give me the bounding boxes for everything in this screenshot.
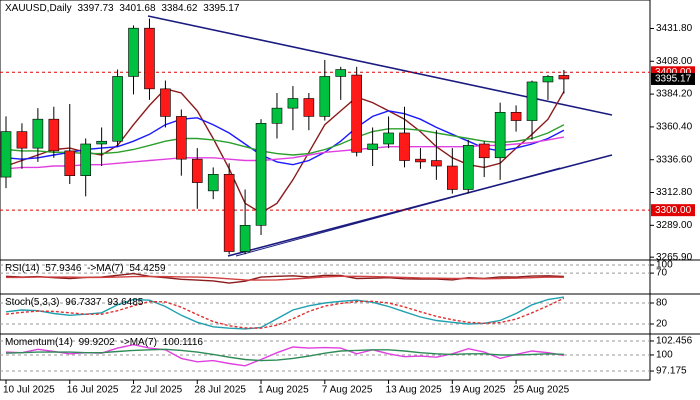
candle-body [144,27,155,90]
series-name: RSI(14) [5,263,40,274]
x-tick-label: 13 Aug 2025 [386,385,443,396]
candle-body [510,111,522,121]
candle-body [160,88,171,117]
y-tick-label: 20 [656,319,668,330]
level-label: 3400.00 [655,67,692,78]
series-value: 54.4259 [129,263,166,274]
candle-body [542,76,554,83]
x-tick-label: 22 Jul 2025 [131,385,183,396]
main-header: XAUUSD,Daily 3397.73 3401.68 3384.62 339… [5,3,242,14]
candle-body [0,131,12,178]
y-tick-label: 70 [656,268,668,279]
series-value: 93.6485 [107,297,144,308]
candle-body [351,74,362,153]
candle-body [447,165,458,190]
candle-body [462,145,474,190]
candle-body [48,118,60,152]
trendline [147,15,613,116]
y-tick-label: 3384.20 [656,89,693,100]
y-tick-label: 3312.80 [656,187,693,198]
candle-body [112,76,123,142]
candle-body [383,132,394,145]
momentum-header: Momentum(14) 99.9202 ->MA(7) 100.1116 [5,337,206,348]
candle-body [16,131,28,149]
y-tick-label: 97.175 [656,366,687,377]
y-tick-label: 80 [656,298,668,309]
series-value: 99.9202 [78,337,115,348]
series-name: ->MA(7) [120,337,157,348]
series-line [5,348,564,362]
x-tick-label: 19 Aug 2025 [449,385,506,396]
candle-body [526,81,538,121]
candle-body [207,174,219,192]
candle-body [191,158,203,183]
candle-body [558,75,570,80]
candle-body [223,174,235,252]
price-badge [651,72,695,85]
x-tick-label: 16 Jul 2025 [67,385,119,396]
level-badge [651,204,695,217]
symbol: XAUUSD,Daily [5,3,72,14]
candle-body [287,98,299,109]
series-line [5,124,565,156]
candle-body [335,69,347,77]
series-name: Stoch(5,3,3) [5,297,60,308]
y-tick-label: 3408.00 [656,56,693,67]
candle-body [319,76,331,117]
candle-body [478,143,490,159]
y-tick-label: 3289.00 [656,220,693,231]
series-line [5,110,565,166]
series-name: ->MA(7) [87,263,124,274]
level-label: 3300.00 [655,205,692,216]
candle-body [494,111,506,159]
low-value: 3384.62 [161,3,198,14]
y-tick-label: 3360.40 [656,122,693,133]
y-tick-label: 102.456 [656,336,693,347]
candle-body [415,158,426,163]
candle-body [303,98,315,117]
y-tick-label: 100 [656,350,673,361]
candle-body [255,123,267,226]
series-value: 96.7337 [65,297,102,308]
candle-body [32,118,44,149]
x-tick-label: 25 Aug 2025 [513,385,570,396]
series-name: Momentum(14) [5,337,73,348]
trendline [235,167,561,257]
x-tick-label: 28 Jul 2025 [194,385,246,396]
candle-body [96,140,107,145]
candle-body [367,143,378,150]
candle-body [271,107,283,124]
y-tick-label: 3336.60 [656,154,693,165]
x-tick-label: 10 Jul 2025 [3,385,55,396]
rsi-header: RSI(14) 57.9346 ->MA(7) 54.4259 [5,263,169,274]
stoch-header: Stoch(5,3,3) 96.7337 93.6485 [5,297,146,308]
y-tick-label: 100 [656,260,673,271]
series-line [5,296,565,330]
candle-body [128,27,139,77]
candle-body [176,116,187,160]
candle-body [80,143,91,176]
plot-frame [0,0,651,381]
high-value: 3401.68 [119,3,156,14]
open-value: 3397.73 [77,3,114,14]
y-tick-label: 3265.90 [656,252,693,263]
x-tick-label: 1 Aug 2025 [258,385,309,396]
series-value: 100.1116 [162,337,203,348]
series-value: 57.9346 [45,263,82,274]
trendline [227,154,613,257]
y-tick-label: 3431.80 [656,23,693,34]
close-value: 3395.17 [203,3,240,14]
price-label: 3395.17 [655,74,692,85]
series-line [6,275,564,281]
candle-body [64,150,76,176]
series-line [5,297,565,329]
candle-body [399,132,410,161]
x-tick-label: 7 Aug 2025 [322,385,373,396]
candle-body [431,160,442,167]
candle-body [239,225,251,252]
